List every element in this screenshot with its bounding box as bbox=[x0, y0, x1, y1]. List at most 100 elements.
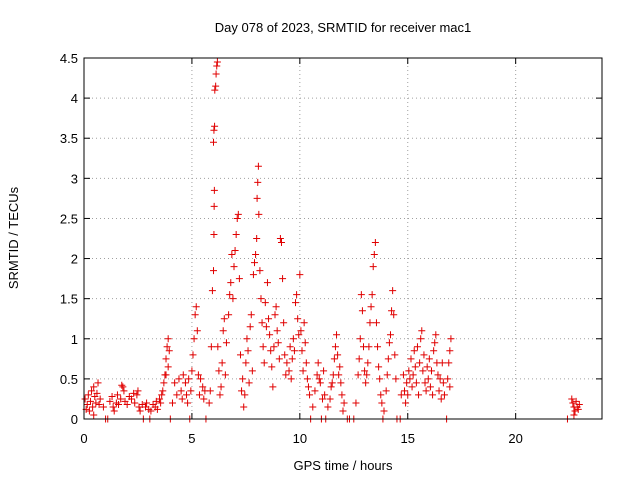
data-point bbox=[117, 395, 125, 403]
data-point bbox=[195, 391, 203, 399]
x-axis-label: GPS time / hours bbox=[294, 458, 393, 473]
data-point bbox=[352, 399, 360, 407]
data-point bbox=[327, 383, 335, 391]
data-point bbox=[192, 303, 200, 311]
data-point bbox=[153, 405, 161, 413]
data-point bbox=[324, 403, 332, 411]
data-point bbox=[423, 363, 431, 371]
y-tick-label: 3.5 bbox=[60, 131, 78, 146]
y-tick-label: 4 bbox=[71, 91, 78, 106]
data-point bbox=[388, 307, 396, 315]
data-point bbox=[189, 351, 197, 359]
data-point bbox=[158, 391, 166, 399]
data-point bbox=[288, 355, 296, 363]
data-point bbox=[285, 367, 293, 375]
data-point bbox=[238, 387, 246, 395]
data-point bbox=[123, 401, 131, 409]
data-point bbox=[366, 319, 374, 327]
data-point bbox=[377, 391, 385, 399]
data-point bbox=[136, 407, 144, 415]
data-point bbox=[318, 395, 326, 403]
data-point bbox=[274, 339, 282, 347]
data-point bbox=[164, 335, 172, 343]
data-point bbox=[85, 407, 93, 415]
data-point bbox=[300, 319, 308, 327]
data-point bbox=[207, 343, 215, 351]
data-point bbox=[435, 387, 443, 395]
data-point bbox=[215, 367, 223, 375]
data-point bbox=[292, 299, 300, 307]
data-point bbox=[92, 399, 100, 407]
data-point bbox=[294, 315, 302, 323]
data-point bbox=[283, 359, 291, 367]
data-point bbox=[369, 263, 377, 271]
data-point bbox=[210, 267, 217, 275]
data-point bbox=[397, 391, 405, 399]
data-point bbox=[160, 379, 168, 387]
data-point bbox=[430, 347, 438, 355]
data-point bbox=[411, 363, 419, 371]
data-point bbox=[210, 126, 218, 134]
data-point bbox=[404, 391, 412, 399]
data-point bbox=[375, 363, 383, 371]
data-point bbox=[437, 395, 445, 403]
data-point bbox=[246, 323, 254, 331]
axis-ticks: 0 0.5 1 1.5 2 2.5 3 3.5 4 4.5 0 5 10 15 20 bbox=[60, 51, 602, 446]
data-point bbox=[357, 291, 365, 299]
data-point bbox=[378, 399, 386, 407]
data-point bbox=[440, 391, 448, 399]
data-point bbox=[210, 202, 218, 210]
data-point bbox=[370, 251, 378, 259]
data-point bbox=[293, 291, 301, 299]
data-point bbox=[304, 383, 312, 391]
data-point bbox=[227, 279, 235, 287]
data-point bbox=[326, 395, 334, 403]
data-point bbox=[315, 375, 323, 383]
data-point bbox=[415, 391, 423, 399]
data-point bbox=[376, 375, 384, 383]
data-point bbox=[232, 230, 240, 238]
data-point bbox=[382, 387, 390, 395]
data-point bbox=[402, 399, 410, 407]
data-point bbox=[316, 379, 324, 387]
data-point bbox=[282, 371, 290, 379]
data-point bbox=[405, 367, 413, 375]
data-point bbox=[380, 407, 388, 415]
data-point bbox=[363, 371, 371, 379]
data-point bbox=[156, 395, 164, 403]
data-point bbox=[165, 347, 173, 355]
y-tick-label: 1 bbox=[71, 332, 78, 347]
data-point bbox=[90, 411, 98, 419]
data-point bbox=[289, 335, 297, 343]
data-point bbox=[266, 331, 274, 339]
data-point bbox=[118, 381, 126, 389]
data-point bbox=[234, 210, 242, 218]
x-tick-label: 20 bbox=[508, 431, 522, 446]
data-point bbox=[254, 178, 262, 186]
data-point bbox=[106, 397, 114, 405]
data-point bbox=[418, 327, 426, 335]
data-point bbox=[262, 323, 270, 331]
data-point bbox=[335, 371, 343, 379]
data-point bbox=[277, 239, 285, 247]
data-point bbox=[412, 379, 420, 387]
data-point bbox=[147, 407, 155, 415]
data-point bbox=[302, 359, 310, 367]
data-point bbox=[406, 375, 414, 383]
data-point bbox=[81, 395, 89, 403]
data-point bbox=[268, 363, 276, 371]
data-point bbox=[569, 399, 577, 407]
data-point bbox=[225, 311, 233, 319]
y-axis-label: SRMTID / TECUs bbox=[6, 186, 21, 289]
data-point bbox=[231, 247, 239, 255]
data-point bbox=[420, 351, 428, 359]
data-point bbox=[177, 387, 185, 395]
data-point bbox=[94, 379, 102, 387]
data-point bbox=[261, 299, 269, 307]
data-point bbox=[163, 343, 171, 351]
data-point bbox=[334, 351, 342, 359]
data-point bbox=[220, 315, 228, 323]
data-point bbox=[330, 355, 338, 363]
data-point bbox=[295, 331, 303, 339]
data-point bbox=[438, 359, 446, 367]
